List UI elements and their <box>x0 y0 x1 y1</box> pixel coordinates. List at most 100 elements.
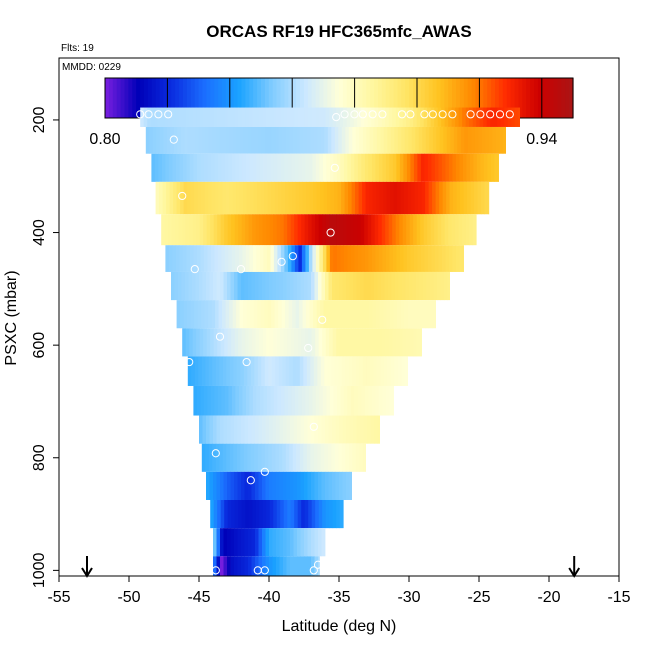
heatmap-cell <box>250 356 255 386</box>
heatmap-cell <box>170 126 175 154</box>
heatmap-cell <box>364 245 369 272</box>
heatmap-cell <box>395 271 399 301</box>
sample-point <box>236 265 246 274</box>
heatmap-cell <box>451 214 456 246</box>
heatmap-cell <box>433 271 438 301</box>
heatmap-cell <box>282 356 287 386</box>
sample-point <box>318 315 327 324</box>
heatmap-cell <box>270 385 275 416</box>
heatmap-cell <box>399 328 404 357</box>
colorbar-swatch <box>530 78 535 118</box>
heatmap-cell <box>313 181 317 215</box>
heatmap-cell <box>210 245 215 272</box>
heatmap-cell <box>237 415 242 444</box>
heatmap-cell <box>362 356 367 386</box>
heatmap-cell <box>258 471 263 500</box>
colorbar-swatch <box>202 78 207 118</box>
heatmap-cell <box>287 214 292 246</box>
heatmap-cell <box>348 181 352 215</box>
heatmap-cell <box>293 556 298 576</box>
heatmap-cell <box>359 126 364 154</box>
heatmap-cell <box>280 214 285 246</box>
heatmap-cell <box>437 214 442 246</box>
heatmap-cell <box>373 356 378 386</box>
heatmap-cell <box>367 214 372 246</box>
heatmap-cell <box>310 356 315 386</box>
sample-point <box>340 110 349 119</box>
heatmap-cell <box>268 356 273 386</box>
colorbar-swatch <box>549 78 555 118</box>
heatmap-cell <box>447 271 450 301</box>
heatmap-cell <box>300 528 305 557</box>
heatmap-cell <box>341 181 345 215</box>
heatmap-cell <box>424 153 429 182</box>
heatmap-cell <box>286 528 291 557</box>
colorbar-tick-label: 0.80 <box>89 131 120 148</box>
heatmap-cell <box>278 126 283 154</box>
heatmap-cell <box>374 328 379 357</box>
heatmap-cell <box>205 443 210 472</box>
heatmap-cell <box>183 300 188 329</box>
heatmap-cell <box>283 271 287 301</box>
heatmap-cell <box>320 356 325 386</box>
heatmap-cell <box>173 181 177 215</box>
heatmap-cell <box>363 271 368 301</box>
heatmap-cell <box>238 245 243 272</box>
heatmap-cell <box>278 181 282 215</box>
heatmap-cell <box>269 528 273 557</box>
heatmap-cell <box>455 245 460 272</box>
heatmap-cell <box>385 385 390 416</box>
heatmap-cell <box>320 300 324 329</box>
colorbar-swatch <box>272 78 278 118</box>
heatmap-cell <box>323 181 328 215</box>
heatmap-cell <box>380 356 385 386</box>
heatmap-cell <box>462 153 467 182</box>
heatmap-cell <box>492 126 497 154</box>
heatmap-cell <box>217 107 222 127</box>
heatmap-cell <box>445 153 450 182</box>
heatmap-cell <box>367 415 371 444</box>
heatmap-cell <box>325 328 330 357</box>
heatmap-cell <box>240 356 245 386</box>
heatmap-cell <box>259 499 264 529</box>
heatmap-cell <box>339 271 343 301</box>
heatmap-cell <box>264 356 269 386</box>
heatmap-cell <box>374 271 378 301</box>
heatmap-cell <box>279 415 284 444</box>
heatmap-cell <box>203 107 208 127</box>
colorbar-swatch <box>487 78 492 118</box>
heatmap-cell <box>149 126 154 154</box>
heatmap-cell <box>439 126 444 154</box>
heatmap-cell <box>434 153 439 182</box>
heatmap-cell <box>296 443 301 472</box>
heatmap-cell <box>199 214 204 246</box>
heatmap-cell <box>306 126 311 154</box>
heatmap-cell <box>289 356 294 386</box>
heatmap-cell <box>235 153 240 182</box>
heatmap-cell <box>253 181 258 215</box>
heatmap-cell <box>223 271 228 301</box>
heatmap-cell <box>387 126 392 154</box>
colorbar-swatch <box>229 78 235 118</box>
heatmap-cell <box>243 181 247 215</box>
axes: -55 -50 -45 -40 -35 -30 -25 -20 -15 200 400 600 800 1… <box>31 57 631 606</box>
heatmap-cell <box>321 471 326 500</box>
heatmap-cell <box>283 214 288 246</box>
heatmap-cell <box>438 153 443 182</box>
heatmap-cell <box>185 214 190 246</box>
colorbar-swatch <box>440 78 445 118</box>
heatmap-cell <box>250 300 254 329</box>
heatmap-cell <box>434 107 439 127</box>
heatmap-cell <box>194 126 199 154</box>
heatmap-cell <box>272 556 277 576</box>
heatmap-cell <box>298 245 303 272</box>
heatmap-cell <box>383 356 388 386</box>
heatmap-cell <box>390 300 394 329</box>
heatmap-cell <box>178 214 183 246</box>
heatmap-cell <box>392 153 397 182</box>
heatmap-cell <box>364 385 369 416</box>
x-tick-label: -40 <box>257 589 280 606</box>
heatmap-cell <box>304 107 309 127</box>
heatmap-cell <box>297 415 301 444</box>
heatmap-cell <box>467 126 472 154</box>
